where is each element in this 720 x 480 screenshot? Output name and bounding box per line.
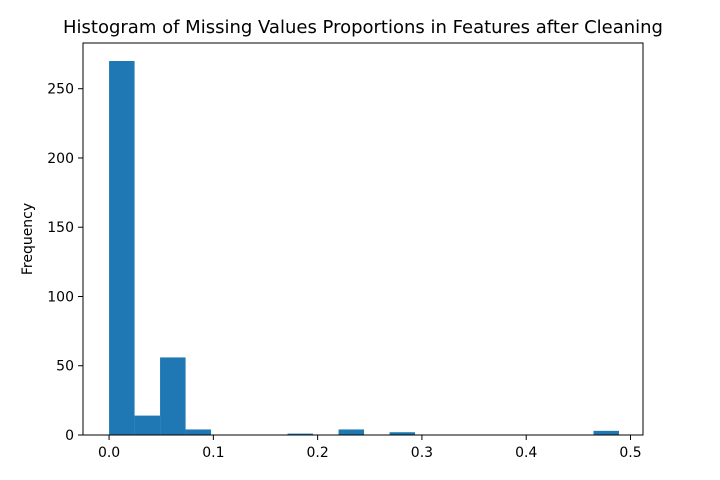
y-tick-label: 50 xyxy=(56,359,74,375)
x-tick-label: 0.4 xyxy=(515,445,537,461)
y-tick-label: 150 xyxy=(47,220,74,236)
histogram-bar xyxy=(160,357,186,435)
histogram-bar xyxy=(134,415,161,435)
y-tick-label: 100 xyxy=(47,289,74,305)
y-axis-ticks: 0 50 100 150 200 250 xyxy=(47,82,83,444)
histogram-bar xyxy=(109,61,135,435)
chart-title: Histogram of Missing Values Proportions … xyxy=(63,17,663,38)
histogram-bar xyxy=(185,429,212,435)
x-tick-label: 0.2 xyxy=(307,445,329,461)
x-tick-label: 0.1 xyxy=(202,445,224,461)
x-axis-ticks: 0.0 0.1 0.2 0.3 0.4 0.5 xyxy=(98,435,642,461)
y-tick-label: 250 xyxy=(47,82,74,98)
histogram-bar xyxy=(338,429,365,435)
histogram-bar xyxy=(389,432,416,435)
y-tick-label: 200 xyxy=(47,151,74,167)
histogram-bar xyxy=(287,433,314,435)
x-tick-label: 0.5 xyxy=(619,445,641,461)
y-axis-label: Frequency xyxy=(20,203,36,275)
x-tick-label: 0.0 xyxy=(98,445,120,461)
y-tick-label: 0 xyxy=(65,428,74,444)
plot-frame xyxy=(82,42,644,436)
x-tick-label: 0.3 xyxy=(411,445,433,461)
histogram-bar xyxy=(593,430,620,435)
bars-group xyxy=(109,61,620,435)
